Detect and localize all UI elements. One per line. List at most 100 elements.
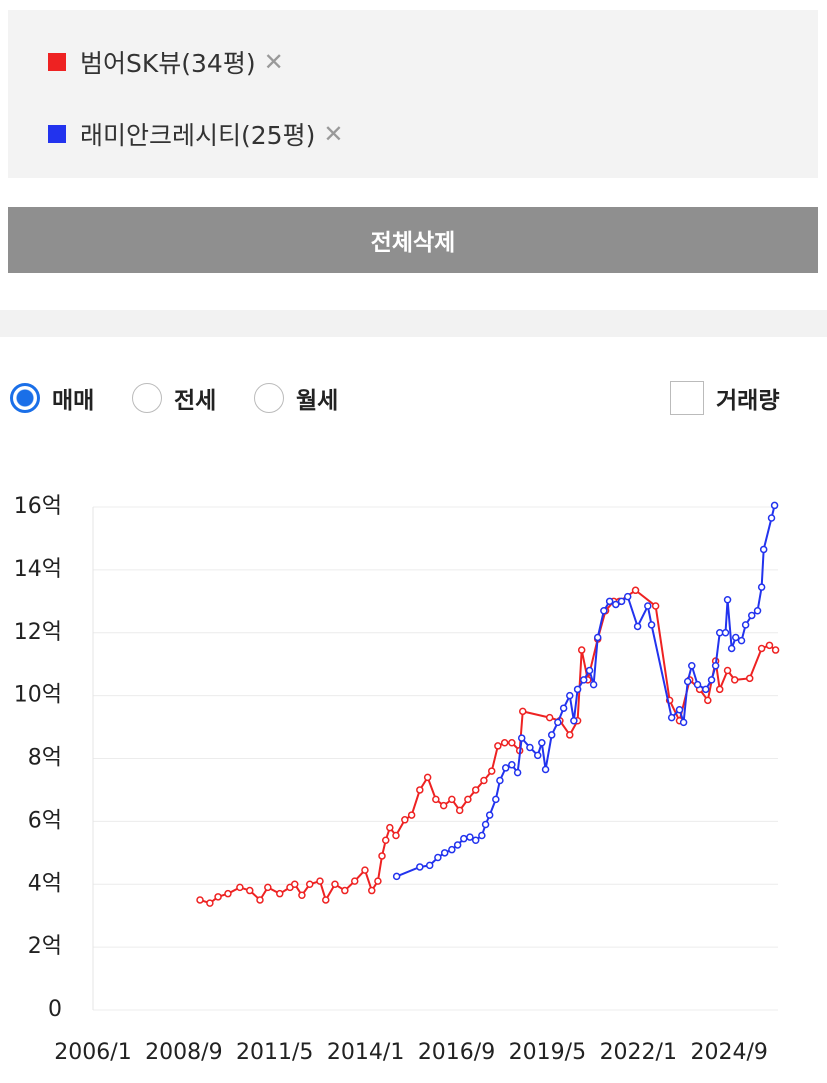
selected-item: 래미안크레시티(25평) ✕ [48, 116, 343, 152]
data-point [593, 633, 602, 642]
data-point [647, 621, 656, 629]
data-point [721, 629, 730, 637]
data-point [434, 853, 442, 862]
data-point [631, 586, 640, 595]
remove-button[interactable]: ✕ [263, 48, 284, 76]
y-tick-label: 6억 [28, 808, 62, 833]
y-tick-label: 12억 [14, 620, 62, 645]
x-tick-label: 2014/1 [327, 1040, 404, 1065]
data-point [224, 889, 232, 898]
data-point [466, 833, 474, 841]
remove-button[interactable]: ✕ [323, 120, 344, 148]
data-point [526, 743, 534, 752]
data-point [675, 706, 684, 714]
data-point [541, 765, 550, 774]
data-point [460, 834, 468, 843]
divider [0, 310, 827, 337]
data-point [440, 849, 449, 857]
data-point [439, 801, 448, 810]
x-tick-label: 2008/9 [145, 1040, 222, 1065]
data-point [704, 696, 712, 705]
data-point [723, 666, 732, 675]
data-point [518, 707, 527, 716]
radio[interactable] [254, 383, 284, 413]
x-tick-label: 2019/5 [509, 1040, 586, 1065]
data-point [623, 592, 632, 601]
radio-label: 매매 [52, 388, 95, 414]
data-point [617, 597, 626, 606]
data-point [667, 713, 676, 722]
item-name: 범어SK뷰(34평) [80, 49, 256, 78]
data-point [579, 676, 588, 684]
data-point [368, 886, 376, 895]
data-point [730, 676, 739, 684]
item-name: 래미안크레시티(25평) [80, 121, 316, 150]
data-point [589, 680, 598, 689]
data-point [508, 761, 516, 769]
radio[interactable] [10, 383, 40, 413]
data-point [276, 889, 284, 898]
selected-item: 범어SK뷰(34평) ✕ [48, 44, 284, 80]
data-point [305, 880, 314, 888]
legend-swatch [48, 125, 66, 143]
data-point [471, 836, 480, 844]
y-tick-label: 2억 [28, 934, 62, 959]
data-point [416, 863, 424, 871]
radio-option[interactable]: 전세 [132, 380, 216, 416]
data-point [702, 685, 710, 694]
data-point [753, 606, 762, 615]
checkbox-option[interactable]: 거래량 [670, 380, 779, 416]
data-point [416, 786, 424, 794]
data-point [757, 644, 766, 653]
data-point [496, 776, 504, 785]
data-point [453, 841, 462, 849]
data-point [566, 691, 574, 700]
data-point [559, 704, 568, 712]
data-point [745, 674, 754, 683]
data-point [350, 877, 359, 885]
data-point [494, 742, 502, 750]
data-point [771, 646, 780, 654]
data-point [651, 602, 660, 610]
checkbox[interactable] [670, 381, 704, 415]
data-point [331, 880, 339, 888]
data-point [727, 644, 736, 653]
data-point [378, 852, 386, 860]
data-point [508, 739, 516, 747]
data-point [693, 680, 702, 689]
y-tick-label: 10억 [14, 683, 62, 708]
data-point [481, 820, 490, 829]
data-point [741, 621, 750, 629]
data-point [455, 806, 464, 815]
radio[interactable] [132, 383, 162, 413]
data-point [361, 866, 369, 874]
data-point [547, 731, 556, 739]
radio-label: 전세 [174, 388, 217, 414]
y-tick-label: 16억 [14, 494, 62, 519]
data-point [487, 767, 496, 775]
clear-all-button[interactable]: 전체삭제 [8, 207, 818, 273]
data-point [374, 877, 382, 885]
data-point [538, 739, 546, 747]
data-point [570, 717, 578, 725]
data-point [759, 545, 768, 554]
selected-panel: 범어SK뷰(34평) ✕ 래미안크레시티(25평) ✕ [8, 10, 818, 178]
radio-option[interactable]: 월세 [254, 380, 338, 416]
data-point [448, 845, 456, 854]
y-tick-label: 14억 [14, 557, 62, 582]
data-point [683, 677, 692, 686]
data-point [381, 836, 390, 844]
legend-swatch [48, 53, 66, 71]
data-point [757, 583, 766, 591]
data-point [401, 816, 409, 824]
data-point [767, 514, 776, 522]
data-point [513, 768, 522, 777]
data-point [711, 662, 720, 670]
data-point [485, 811, 494, 819]
data-point [533, 751, 542, 760]
data-point [600, 606, 608, 615]
radio-option[interactable]: 매매 [10, 380, 94, 416]
data-point [605, 597, 614, 606]
data-point [723, 595, 732, 604]
